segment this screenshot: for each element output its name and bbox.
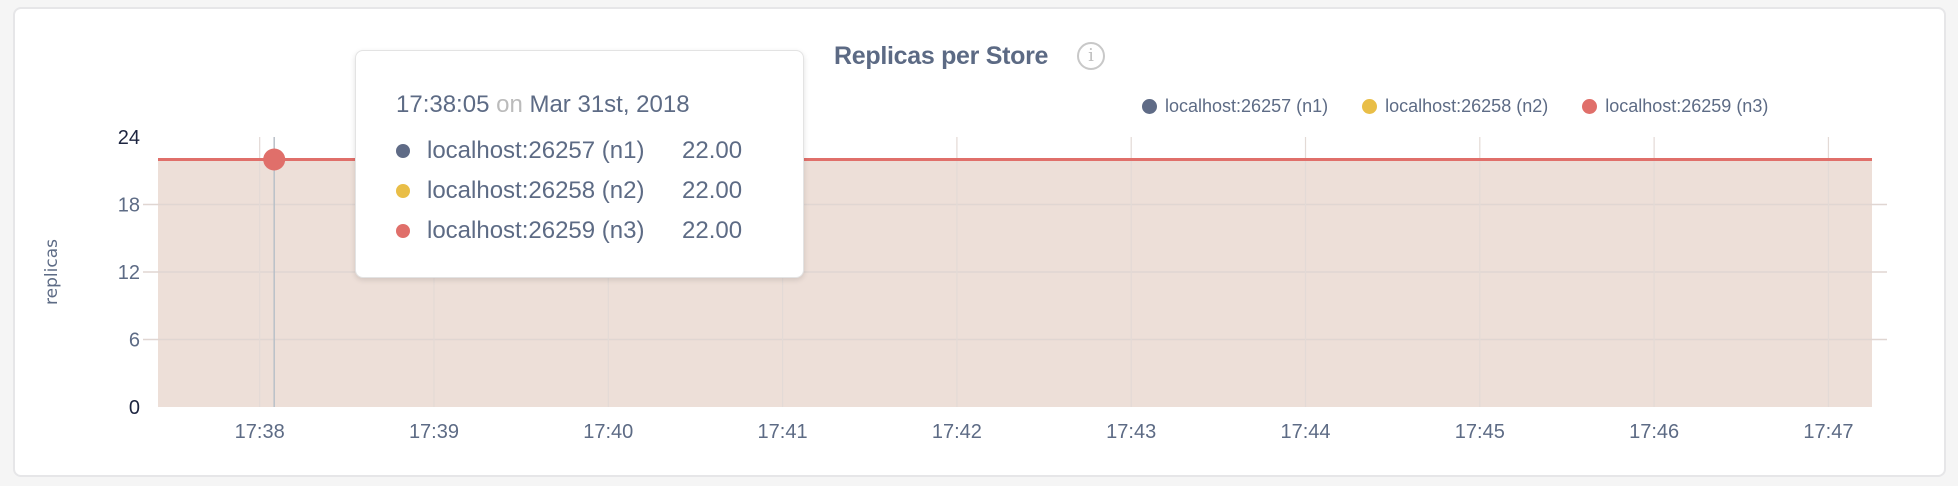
- y-tick-label: 18: [118, 195, 140, 217]
- y-tick-label: 24: [118, 127, 140, 149]
- tooltip-date: Mar 31st, 2018: [529, 91, 690, 118]
- y-tick-label: 12: [118, 262, 140, 284]
- legend: localhost:26257 (n1) localhost:26258 (n2…: [1142, 96, 1768, 117]
- x-tick-label: 17:42: [932, 421, 982, 443]
- x-tick-label: 17:41: [758, 421, 808, 443]
- info-icon[interactable]: i: [1077, 42, 1105, 70]
- tooltip-row: localhost:26257 (n1) 22.00: [396, 137, 742, 165]
- legend-dot-icon: [1582, 99, 1598, 114]
- tooltip-row: localhost:26259 (n3) 22.00: [396, 217, 742, 245]
- legend-item-n3[interactable]: localhost:26259 (n3): [1582, 96, 1768, 117]
- hover-point: [263, 148, 286, 171]
- x-tick-label: 17:43: [1106, 421, 1156, 443]
- tooltip-row-value: 22.00: [682, 177, 743, 204]
- x-tick-label: 17:45: [1455, 421, 1505, 443]
- chart-title: Replicas per Store: [834, 42, 1049, 70]
- tooltip-on: on: [496, 91, 523, 118]
- legend-label: localhost:26258 (n2): [1385, 96, 1549, 116]
- legend-dot-icon: [1362, 99, 1378, 114]
- legend-label: localhost:26257 (n1): [1165, 96, 1329, 116]
- y-tick-label: 0: [129, 397, 140, 419]
- legend-item-n2[interactable]: localhost:26258 (n2): [1362, 96, 1548, 117]
- x-tick-label: 17:40: [583, 421, 633, 443]
- tooltip-row-label: localhost:26258 (n2): [427, 177, 645, 204]
- tooltip-row: localhost:26258 (n2) 22.00: [396, 177, 742, 205]
- tooltip-row-label: localhost:26257 (n1): [427, 137, 645, 164]
- tooltip-row-value: 22.00: [682, 137, 743, 164]
- legend-dot-icon: [1142, 99, 1157, 114]
- x-tick-label: 17:38: [235, 421, 285, 443]
- tooltip-header: 17:38:05 on Mar 31st, 2018: [396, 91, 690, 119]
- x-tick-label: 17:46: [1629, 421, 1679, 443]
- legend-label: localhost:26259 (n3): [1605, 96, 1769, 116]
- tooltip-time: 17:38:05: [396, 91, 490, 118]
- tooltip-row-value: 22.00: [682, 217, 743, 244]
- x-tick-label: 17:39: [409, 421, 459, 443]
- legend-item-n1[interactable]: localhost:26257 (n1): [1142, 96, 1328, 117]
- series-dot-icon: [396, 144, 410, 158]
- series-dot-icon: [396, 224, 410, 238]
- tooltip: 17:38:05 on Mar 31st, 2018 localhost:262…: [355, 50, 804, 278]
- x-tick-label: 17:44: [1280, 421, 1330, 443]
- series-dot-icon: [396, 184, 410, 198]
- x-tick-label: 17:47: [1803, 421, 1853, 443]
- y-axis-label: replicas: [42, 239, 62, 305]
- tooltip-row-label: localhost:26259 (n3): [427, 217, 645, 244]
- y-tick-label: 6: [129, 330, 140, 352]
